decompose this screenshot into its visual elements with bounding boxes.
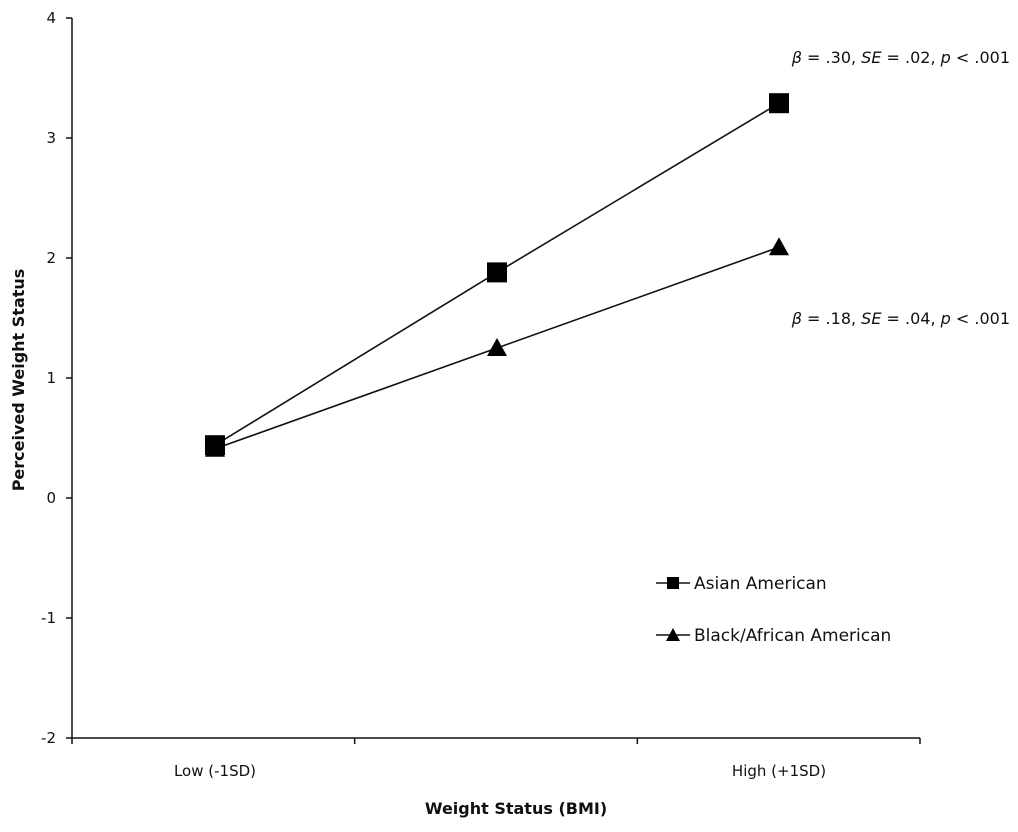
legend-label-asian-american: Asian American (694, 574, 827, 594)
legend-item-asian-american: Asian American (656, 574, 827, 594)
y-axis-title: Perceived Weight Status (9, 269, 28, 492)
y-tick-label: 1 (46, 369, 56, 387)
data-point-black-african-american (205, 438, 225, 457)
legend-square-marker (667, 577, 679, 589)
annotation-black-african-american: β = .18, SE = .04, p < .001 (791, 309, 1010, 328)
legend-item-black-african-american: Black/African American (656, 626, 891, 646)
x-tick-label: Low (-1SD) (174, 762, 256, 780)
x-axis-ticks: Low (-1SD) High (+1SD) (71, 738, 921, 780)
series-markers (205, 93, 789, 457)
y-axis-ticks: -2 -1 0 1 2 3 4 (41, 9, 72, 747)
annotation-asian-american: β = .30, SE = .02, p < .001 (791, 48, 1010, 67)
y-tick-label: 0 (46, 489, 56, 507)
data-point-asian-american (487, 262, 507, 283)
legend-label-black-african-american: Black/African American (694, 626, 891, 646)
data-point-black-african-american (487, 338, 507, 356)
x-axis-title: Weight Status (BMI) (425, 799, 607, 818)
y-tick-label: 4 (46, 9, 56, 27)
legend-triangle-marker (666, 628, 680, 641)
data-point-asian-american (769, 93, 789, 114)
data-point-black-african-american (769, 237, 789, 256)
y-tick-label: -2 (41, 729, 56, 747)
legend: Asian American Black/African American (656, 574, 891, 646)
y-tick-label: 2 (46, 249, 56, 267)
y-tick-label: -1 (41, 609, 56, 627)
y-tick-label: 3 (46, 129, 56, 147)
x-tick-label: High (+1SD) (732, 762, 826, 780)
